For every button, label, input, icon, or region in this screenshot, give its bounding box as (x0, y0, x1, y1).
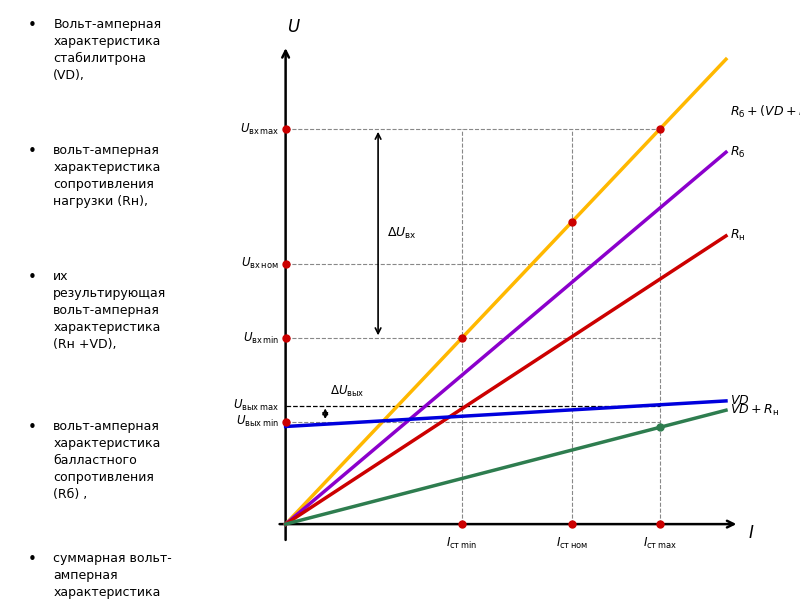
Text: •: • (28, 270, 37, 285)
Text: $U_{\rm вх\,max}$: $U_{\rm вх\,max}$ (240, 121, 279, 137)
Text: $R_{\rm б}+(VD+R_{\rm н})$: $R_{\rm б}+(VD+R_{\rm н})$ (730, 104, 800, 119)
Text: $U_{\rm вых\,min}$: $U_{\rm вых\,min}$ (236, 414, 279, 430)
Text: $U_{\rm вх\,min}$: $U_{\rm вх\,min}$ (242, 331, 279, 346)
Text: •: • (28, 144, 37, 159)
Text: $\Delta U_{\rm вых}$: $\Delta U_{\rm вых}$ (330, 383, 364, 398)
Text: $I_{\rm ст\,max}$: $I_{\rm ст\,max}$ (643, 536, 677, 551)
Text: •: • (28, 552, 37, 567)
Text: $U_{\rm вх\,ном}$: $U_{\rm вх\,ном}$ (242, 256, 279, 271)
Text: $U_{\rm вых\,max}$: $U_{\rm вых\,max}$ (234, 398, 279, 413)
Text: $VD+R_{\rm н}$: $VD+R_{\rm н}$ (730, 403, 779, 418)
Text: Вольт-амперная
характеристика
стабилитрона
(VD),: Вольт-амперная характеристика стабилитро… (54, 18, 162, 82)
Text: $R_{\rm н}$: $R_{\rm н}$ (730, 229, 746, 244)
Text: их
результирующая
вольт-амперная
характеристика
(Rн +VD),: их результирующая вольт-амперная характе… (54, 270, 166, 351)
Text: $U$: $U$ (287, 18, 302, 36)
Text: суммарная вольт-
амперная
характеристика
всего устройства.: суммарная вольт- амперная характеристика… (54, 552, 173, 600)
Text: вольт-амперная
характеристика
балластного
сопротивления
(Rб) ,: вольт-амперная характеристика балластног… (54, 420, 161, 501)
Text: $R_{\rm б}$: $R_{\rm б}$ (730, 145, 746, 160)
Text: $I$: $I$ (748, 524, 754, 542)
Text: $I_{\rm ст\,min}$: $I_{\rm ст\,min}$ (446, 536, 478, 551)
Text: •: • (28, 18, 37, 33)
Text: •: • (28, 420, 37, 435)
Text: $VD$: $VD$ (730, 394, 750, 407)
Text: $\Delta U_{\rm вх}$: $\Delta U_{\rm вх}$ (387, 226, 417, 241)
Text: $I_{\rm ст\,ном}$: $I_{\rm ст\,ном}$ (556, 536, 588, 551)
Text: вольт-амперная
характеристика
сопротивления
нагрузки (Rн),: вольт-амперная характеристика сопротивле… (54, 144, 161, 208)
